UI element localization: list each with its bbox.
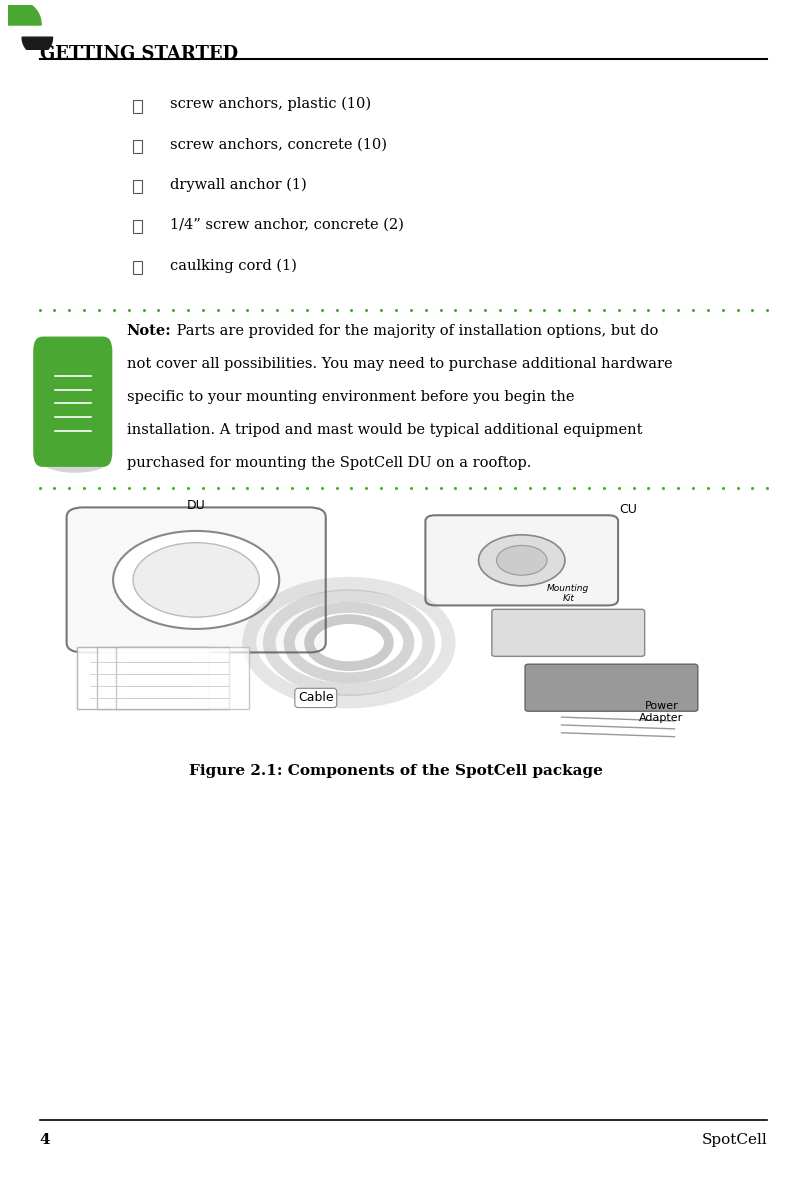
Bar	[133, 220, 142, 233]
Text: DU: DU	[187, 499, 206, 512]
FancyBboxPatch shape	[525, 664, 698, 711]
Text: drywall anchor (1): drywall anchor (1)	[170, 178, 307, 192]
FancyBboxPatch shape	[66, 507, 326, 653]
Text: Parts are provided for the majority of installation options, but do: Parts are provided for the majority of i…	[172, 324, 659, 338]
Text: installation. A tripod and mast would be typical additional equipment: installation. A tripod and mast would be…	[127, 423, 642, 437]
Circle shape	[113, 531, 279, 629]
Text: Note:: Note:	[127, 324, 172, 338]
Bar	[133, 180, 142, 193]
Bar	[116, 647, 249, 710]
FancyBboxPatch shape	[33, 337, 112, 467]
Text: 4: 4	[40, 1133, 50, 1147]
Circle shape	[497, 545, 547, 575]
Ellipse shape	[41, 449, 108, 473]
Polygon shape	[22, 37, 52, 55]
FancyBboxPatch shape	[492, 609, 645, 656]
Circle shape	[133, 543, 259, 617]
Text: GETTING STARTED: GETTING STARTED	[40, 45, 237, 63]
Text: SpotCell: SpotCell	[702, 1133, 767, 1147]
Circle shape	[479, 534, 565, 585]
Text: Mounting
Kit: Mounting Kit	[547, 584, 589, 603]
Bar	[133, 100, 142, 113]
Text: screw anchors, plastic (10): screw anchors, plastic (10)	[170, 97, 371, 111]
Text: Power
Adapter: Power Adapter	[639, 702, 683, 723]
Text: Cable: Cable	[298, 691, 334, 704]
Bar	[133, 261, 142, 274]
Text: screw anchors, concrete (10): screw anchors, concrete (10)	[170, 137, 387, 152]
Text: caulking cord (1): caulking cord (1)	[170, 258, 297, 273]
Bar	[77, 647, 210, 710]
Text: 1/4” screw anchor, concrete (2): 1/4” screw anchor, concrete (2)	[170, 218, 404, 232]
Text: CU: CU	[619, 504, 637, 517]
Text: specific to your mounting environment before you begin the: specific to your mounting environment be…	[127, 390, 574, 404]
Text: purchased for mounting the SpotCell DU on a rooftop.: purchased for mounting the SpotCell DU o…	[127, 456, 531, 470]
Polygon shape	[0, 1, 41, 25]
Text: Figure 2.1: Components of the SpotCell package: Figure 2.1: Components of the SpotCell p…	[188, 764, 603, 779]
Bar	[133, 140, 142, 153]
FancyBboxPatch shape	[426, 515, 618, 606]
Text: not cover all possibilities. You may need to purchase additional hardware: not cover all possibilities. You may nee…	[127, 357, 672, 371]
Bar	[97, 647, 229, 710]
